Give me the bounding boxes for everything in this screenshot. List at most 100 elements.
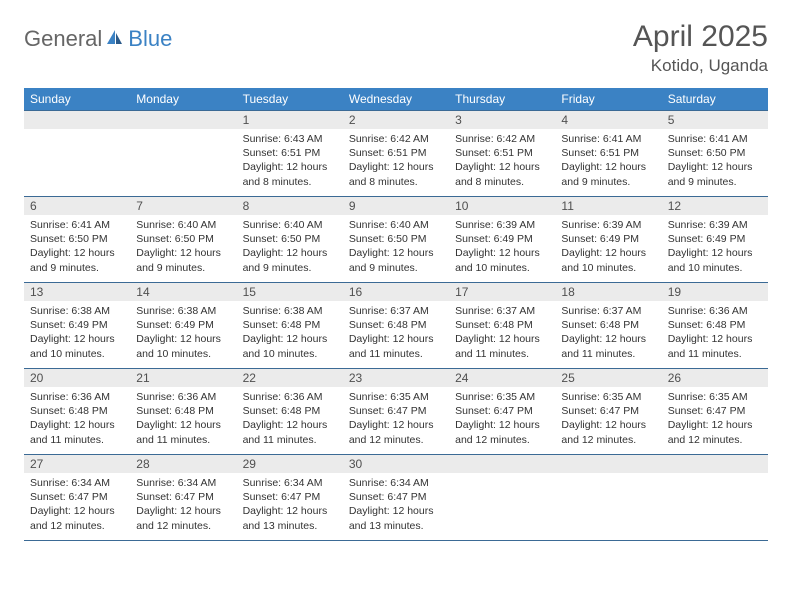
day-number: 30 — [343, 455, 449, 473]
daylight-text: Daylight: 12 hours and 12 minutes. — [561, 418, 655, 446]
sunset-text: Sunset: 6:50 PM — [349, 232, 443, 246]
day-details: Sunrise: 6:42 AMSunset: 6:51 PMDaylight:… — [343, 129, 449, 193]
day-number: 14 — [130, 283, 236, 301]
logo-sail-icon — [105, 28, 125, 51]
sunset-text: Sunset: 6:48 PM — [30, 404, 124, 418]
sunrise-text: Sunrise: 6:39 AM — [455, 218, 549, 232]
day-details: Sunrise: 6:38 AMSunset: 6:49 PMDaylight:… — [130, 301, 236, 365]
day-number — [449, 455, 555, 473]
sunrise-text: Sunrise: 6:41 AM — [668, 132, 762, 146]
calendar-week: 6Sunrise: 6:41 AMSunset: 6:50 PMDaylight… — [24, 197, 768, 283]
day-number — [24, 111, 130, 129]
day-number: 22 — [237, 369, 343, 387]
calendar-cell — [449, 455, 555, 541]
daylight-text: Daylight: 12 hours and 12 minutes. — [455, 418, 549, 446]
sunrise-text: Sunrise: 6:40 AM — [136, 218, 230, 232]
day-number: 1 — [237, 111, 343, 129]
daylight-text: Daylight: 12 hours and 9 minutes. — [349, 246, 443, 274]
day-details: Sunrise: 6:39 AMSunset: 6:49 PMDaylight:… — [449, 215, 555, 279]
sunset-text: Sunset: 6:47 PM — [455, 404, 549, 418]
day-number: 17 — [449, 283, 555, 301]
day-number: 27 — [24, 455, 130, 473]
sunset-text: Sunset: 6:47 PM — [136, 490, 230, 504]
calendar-cell: 10Sunrise: 6:39 AMSunset: 6:49 PMDayligh… — [449, 197, 555, 283]
month-title: April 2025 — [633, 20, 768, 54]
day-number: 23 — [343, 369, 449, 387]
sunset-text: Sunset: 6:49 PM — [455, 232, 549, 246]
daylight-text: Daylight: 12 hours and 12 minutes. — [30, 504, 124, 532]
calendar-cell: 17Sunrise: 6:37 AMSunset: 6:48 PMDayligh… — [449, 283, 555, 369]
sunset-text: Sunset: 6:50 PM — [243, 232, 337, 246]
calendar-cell: 28Sunrise: 6:34 AMSunset: 6:47 PMDayligh… — [130, 455, 236, 541]
calendar-cell: 8Sunrise: 6:40 AMSunset: 6:50 PMDaylight… — [237, 197, 343, 283]
calendar-week: 1Sunrise: 6:43 AMSunset: 6:51 PMDaylight… — [24, 111, 768, 197]
calendar-cell: 5Sunrise: 6:41 AMSunset: 6:50 PMDaylight… — [662, 111, 768, 197]
sunset-text: Sunset: 6:47 PM — [561, 404, 655, 418]
day-details: Sunrise: 6:42 AMSunset: 6:51 PMDaylight:… — [449, 129, 555, 193]
sunset-text: Sunset: 6:47 PM — [30, 490, 124, 504]
day-details: Sunrise: 6:40 AMSunset: 6:50 PMDaylight:… — [237, 215, 343, 279]
daylight-text: Daylight: 12 hours and 8 minutes. — [349, 160, 443, 188]
calendar-cell: 6Sunrise: 6:41 AMSunset: 6:50 PMDaylight… — [24, 197, 130, 283]
calendar-cell: 1Sunrise: 6:43 AMSunset: 6:51 PMDaylight… — [237, 111, 343, 197]
daylight-text: Daylight: 12 hours and 13 minutes. — [243, 504, 337, 532]
calendar-cell: 22Sunrise: 6:36 AMSunset: 6:48 PMDayligh… — [237, 369, 343, 455]
daylight-text: Daylight: 12 hours and 9 minutes. — [668, 160, 762, 188]
sunset-text: Sunset: 6:48 PM — [455, 318, 549, 332]
sunrise-text: Sunrise: 6:37 AM — [349, 304, 443, 318]
day-number: 20 — [24, 369, 130, 387]
sunrise-text: Sunrise: 6:35 AM — [668, 390, 762, 404]
calendar-cell: 12Sunrise: 6:39 AMSunset: 6:49 PMDayligh… — [662, 197, 768, 283]
day-header: Friday — [555, 88, 661, 111]
day-number: 8 — [237, 197, 343, 215]
day-details: Sunrise: 6:34 AMSunset: 6:47 PMDaylight:… — [130, 473, 236, 537]
calendar-cell: 18Sunrise: 6:37 AMSunset: 6:48 PMDayligh… — [555, 283, 661, 369]
day-number: 21 — [130, 369, 236, 387]
day-number: 25 — [555, 369, 661, 387]
calendar-cell: 2Sunrise: 6:42 AMSunset: 6:51 PMDaylight… — [343, 111, 449, 197]
day-number: 24 — [449, 369, 555, 387]
sunrise-text: Sunrise: 6:36 AM — [136, 390, 230, 404]
title-block: April 2025 Kotido, Uganda — [633, 20, 768, 76]
sunset-text: Sunset: 6:48 PM — [349, 318, 443, 332]
calendar-cell: 24 Sunrise: 6:35 AMSunset: 6:47 PMDayligh… — [449, 369, 555, 455]
day-details: Sunrise: 6:40 AMSunset: 6:50 PMDaylight:… — [343, 215, 449, 279]
daylight-text: Daylight: 12 hours and 12 minutes. — [668, 418, 762, 446]
sunset-text: Sunset: 6:49 PM — [561, 232, 655, 246]
day-number: 18 — [555, 283, 661, 301]
calendar-cell: 21 Sunrise: 6:36 AMSunset: 6:48 PMDayligh… — [130, 369, 236, 455]
sunrise-text: Sunrise: 6:41 AM — [30, 218, 124, 232]
daylight-text: Daylight: 12 hours and 11 minutes. — [136, 418, 230, 446]
calendar-cell — [555, 455, 661, 541]
calendar-table: SundayMondayTuesdayWednesdayThursdayFrid… — [24, 88, 768, 541]
sunrise-text: Sunrise: 6:34 AM — [243, 476, 337, 490]
sunrise-text: Sunrise: 6:38 AM — [30, 304, 124, 318]
sunrise-text: Sunrise: 6:35 AM — [455, 390, 549, 404]
sunrise-text: Sunrise: 6:38 AM — [136, 304, 230, 318]
sunset-text: Sunset: 6:49 PM — [668, 232, 762, 246]
calendar-cell: 15Sunrise: 6:38 AMSunset: 6:48 PMDayligh… — [237, 283, 343, 369]
logo-text-general: General — [24, 26, 102, 52]
calendar-cell: 14Sunrise: 6:38 AMSunset: 6:49 PMDayligh… — [130, 283, 236, 369]
day-details: Sunrise: 6:37 AMSunset: 6:48 PMDaylight:… — [449, 301, 555, 365]
day-details: Sunrise: 6:39 AMSunset: 6:49 PMDaylight:… — [662, 215, 768, 279]
daylight-text: Daylight: 12 hours and 10 minutes. — [668, 246, 762, 274]
daylight-text: Daylight: 12 hours and 10 minutes. — [30, 332, 124, 360]
sunset-text: Sunset: 6:47 PM — [349, 404, 443, 418]
day-details: Sunrise: 6:34 AMSunset: 6:47 PMDaylight:… — [343, 473, 449, 537]
calendar-week: 20Sunrise: 6:36 AMSunset: 6:48 PMDayligh… — [24, 369, 768, 455]
sunrise-text: Sunrise: 6:37 AM — [455, 304, 549, 318]
sunset-text: Sunset: 6:48 PM — [136, 404, 230, 418]
day-details: Sunrise: 6:41 AMSunset: 6:50 PMDaylight:… — [24, 215, 130, 279]
calendar-cell: 23Sunrise: 6:35 AMSunset: 6:47 PMDayligh… — [343, 369, 449, 455]
day-details: Sunrise: 6:34 AMSunset: 6:47 PMDaylight:… — [24, 473, 130, 537]
day-details: Sunrise: 6:41 AMSunset: 6:50 PMDaylight:… — [662, 129, 768, 193]
day-number — [662, 455, 768, 473]
location-label: Kotido, Uganda — [633, 56, 768, 76]
day-header: Thursday — [449, 88, 555, 111]
calendar-cell — [24, 111, 130, 197]
day-number: 15 — [237, 283, 343, 301]
day-number: 26 — [662, 369, 768, 387]
calendar-header-row: SundayMondayTuesdayWednesdayThursdayFrid… — [24, 88, 768, 111]
sunrise-text: Sunrise: 6:39 AM — [668, 218, 762, 232]
